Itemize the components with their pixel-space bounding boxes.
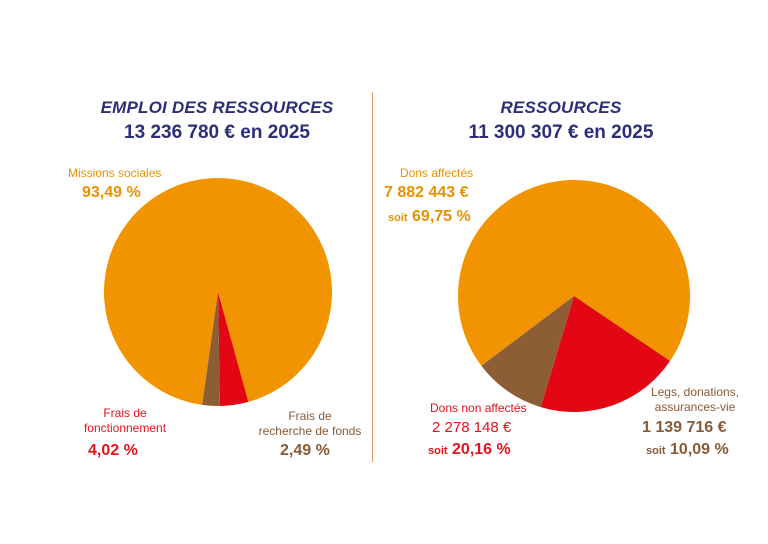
right-chart-title: RESSOURCES — [500, 98, 622, 117]
right-pie-chart — [458, 180, 690, 412]
pct-legs: soit 10,09 % — [646, 441, 729, 458]
chart-divider — [372, 92, 373, 462]
right-chart-amount: 11 300 307 € en 2025 — [468, 122, 654, 143]
pie-slice-frais-de-recherche-de-fonds — [202, 292, 220, 406]
label-frais-fonctionnement: Frais de fonctionnement — [83, 406, 167, 435]
label-legs: Legs, donations, assurances-vie — [650, 385, 740, 414]
label-dons-affectes: Dons affectés — [400, 166, 474, 180]
pie-slice-dons-affect-s — [458, 180, 690, 366]
value-dons-non-affectes: 2 278 148 € — [432, 419, 512, 436]
pie-slice-legs-donations-assurances-vie — [481, 296, 574, 408]
pct-dons-affectes: soit 69,75 % — [388, 208, 471, 225]
pct-frais-fonctionnement: 4,02 % — [88, 442, 138, 459]
value-dons-affectes: 7 882 443 € — [384, 184, 469, 201]
label-missions-sociales: Missions sociales — [68, 166, 162, 180]
pct-missions-sociales: 93,49 % — [82, 184, 141, 201]
pct-frais-recherche: 2,49 % — [280, 442, 330, 459]
label-dons-non-affectes: Dons non affectés — [430, 401, 527, 415]
left-chart-amount: 13 236 780 € en 2025 — [124, 122, 310, 143]
value-legs: 1 139 716 € — [642, 419, 727, 436]
pie-slice-dons-non-affect-s — [540, 296, 671, 412]
left-pie-chart — [103, 178, 332, 406]
left-chart-title: EMPLOI DES RESSOURCES — [100, 98, 334, 117]
label-frais-recherche: Frais de recherche de fonds — [258, 409, 362, 438]
pie-slice-frais-de-fonctionnement — [218, 292, 249, 406]
pie-slice-missions-sociales — [103, 178, 332, 405]
pct-dons-non-affectes: soit 20,16 % — [428, 441, 511, 458]
